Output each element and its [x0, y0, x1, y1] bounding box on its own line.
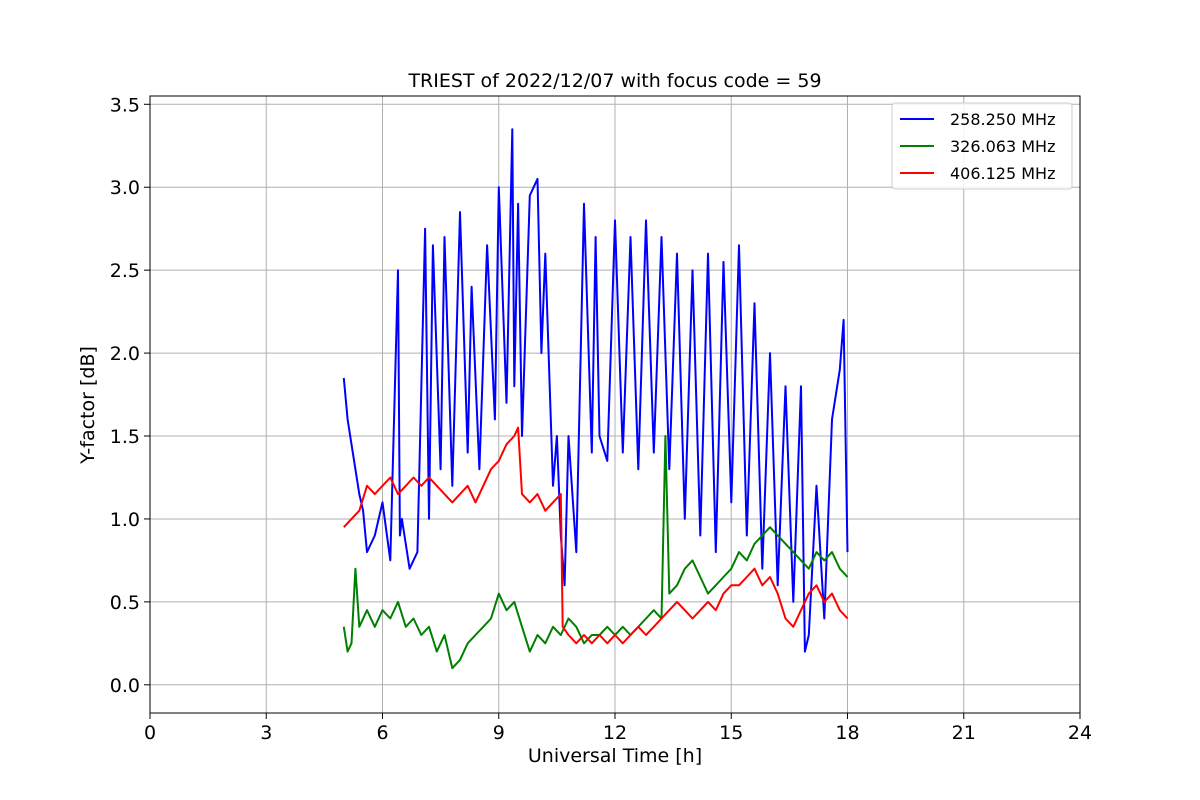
x-tick-label: 12 [603, 722, 627, 744]
x-tick-label: 15 [719, 722, 743, 744]
legend-label: 258.250 MHz [950, 110, 1055, 129]
x-tick-label: 0 [144, 722, 156, 744]
legend: 258.250 MHz 326.063 MHz 406.125 MHz [891, 102, 1073, 190]
y-axis-label: Y-factor [dB] [77, 346, 99, 465]
legend-label: 326.063 MHz [950, 137, 1055, 156]
y-tick-label: 0.5 [110, 592, 140, 614]
y-tick-label: 3.0 [110, 177, 140, 199]
x-tick-label: 18 [835, 722, 859, 744]
legend-box [891, 102, 1073, 190]
y-tick-label: 1.0 [110, 509, 140, 531]
x-tick-label: 24 [1068, 722, 1092, 744]
y-tick-label: 0.0 [110, 675, 140, 697]
series-line-1 [342, 128, 849, 653]
x-tick-label: 9 [493, 722, 505, 744]
x-tick-label: 3 [260, 722, 272, 744]
x-tick-label: 6 [376, 722, 388, 744]
y-tick-label: 1.5 [110, 426, 140, 448]
legend-label: 406.125 MHz [950, 164, 1055, 183]
y-tick-label: 2.0 [110, 343, 140, 365]
series-line-3 [343, 426, 849, 645]
chart-title: TRIEST of 2022/12/07 with focus code = 5… [407, 70, 821, 92]
x-tick-label: 21 [952, 722, 976, 744]
x-axis-label: Universal Time [h] [528, 745, 702, 767]
y-tick-label: 2.5 [110, 260, 140, 282]
series-layer [342, 128, 849, 670]
y-axis: 0.0 0.5 1.0 1.5 2.0 2.5 3.0 3.5 [110, 94, 150, 697]
series-line-2 [342, 435, 849, 670]
y-tick-label: 3.5 [110, 94, 140, 116]
x-axis: 0 3 6 9 12 15 18 21 24 [144, 713, 1092, 744]
